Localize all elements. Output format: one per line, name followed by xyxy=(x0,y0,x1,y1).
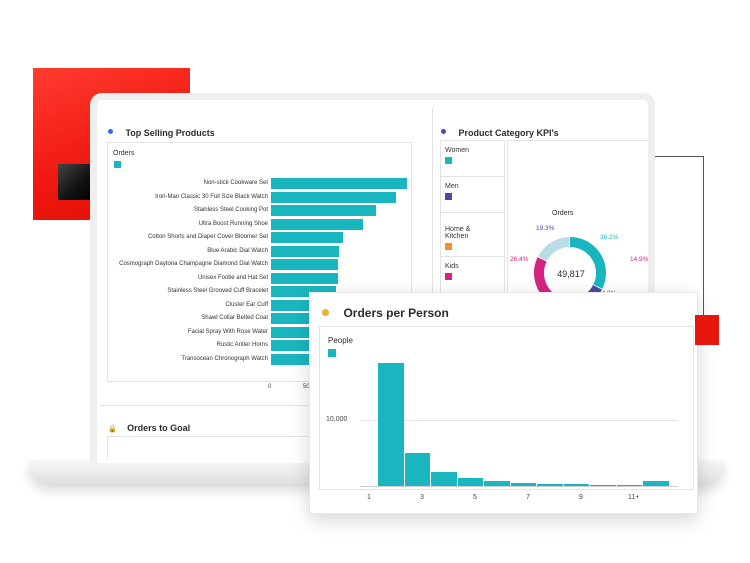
legend-label: Orders xyxy=(113,150,135,157)
bar-label: Shawl Collar Belted Coat xyxy=(201,315,268,321)
bar-label: Cotton Shorts and Diaper Cover Bloomer S… xyxy=(147,234,268,240)
donut-title: Orders xyxy=(552,210,574,217)
bar-label: Stainless Steel Grooved Cuff Bracelet xyxy=(167,288,268,294)
donut-slice-label: 26.4% xyxy=(510,256,529,263)
opp-header: Orders per Person xyxy=(322,304,449,322)
legend-label: People xyxy=(328,336,353,345)
bar[interactable] xyxy=(271,353,334,365)
panel-dot-icon xyxy=(108,129,113,135)
bar[interactable] xyxy=(271,232,344,243)
histogram-bar[interactable] xyxy=(616,484,642,486)
bar-label: Cosmograph Daytona Champagne Diamond Dia… xyxy=(119,261,268,267)
histogram-bar[interactable] xyxy=(643,481,669,486)
bar-label: Cluster Ear Cuff xyxy=(225,301,268,308)
top-selling-title: Top Selling Products xyxy=(125,128,215,138)
x-tick: 9 xyxy=(579,494,583,501)
top-selling-header: Top Selling Products xyxy=(108,123,215,141)
orders-goal-title: Orders to Goal xyxy=(127,423,191,433)
panel-dot-icon xyxy=(322,309,329,317)
x-tick: 3 xyxy=(420,494,424,501)
bar-label: Facial Spray With Rose Water xyxy=(187,328,268,335)
category-swatch xyxy=(445,157,452,164)
category-list: Women Men Home & Kitchen Kids xyxy=(440,140,505,302)
histogram-bar[interactable] xyxy=(457,478,483,486)
top-selling-chart-box: Orders Non-stick Cookware Set Iron-Man Cl… xyxy=(107,142,412,382)
bar[interactable] xyxy=(271,286,337,297)
category-item-kids[interactable]: Kids xyxy=(441,257,504,297)
bar-label: Iron-Man Classic 30 Full Size Black Watc… xyxy=(155,193,268,200)
category-swatch xyxy=(445,243,452,250)
legend-swatch xyxy=(114,161,121,168)
donut-slice-label: 14.9% xyxy=(630,256,649,263)
donut-slice[interactable] xyxy=(569,237,606,289)
bar[interactable] xyxy=(271,313,334,324)
orders-goal-header: 🔒 Orders to Goal xyxy=(108,418,190,436)
donut-slice[interactable] xyxy=(538,237,570,262)
bar-label: Ultra Boost Running Shoe xyxy=(198,220,268,227)
category-label: Women xyxy=(445,147,469,154)
x-tick: 11+ xyxy=(628,494,640,501)
legend-swatch xyxy=(328,349,336,357)
panel-divider xyxy=(432,108,433,408)
x-tick-1: 50 xyxy=(303,384,310,390)
category-swatch xyxy=(445,193,452,200)
bar-label: Blue Arabic Dial Watch xyxy=(207,247,268,254)
bar[interactable] xyxy=(271,218,364,230)
bar[interactable] xyxy=(271,326,334,338)
category-item-home-kitchen[interactable]: Home & Kitchen xyxy=(441,213,504,257)
bar[interactable] xyxy=(271,259,338,270)
category-label: Home & Kitchen xyxy=(445,226,471,240)
opp-title: Orders per Person xyxy=(343,305,449,320)
kpi-title: Product Category KPI's xyxy=(458,128,559,138)
histogram-bar[interactable] xyxy=(404,453,430,486)
x-tick: 7 xyxy=(526,494,530,501)
histogram-bar[interactable] xyxy=(563,484,589,486)
histogram-x-ticks: 1 3 5 7 9 11+ xyxy=(367,494,669,506)
kpi-header: Product Category KPI's xyxy=(441,123,559,141)
bar[interactable] xyxy=(271,340,334,351)
bar[interactable] xyxy=(271,245,339,257)
histogram-bar[interactable] xyxy=(537,484,563,486)
category-swatch xyxy=(445,273,452,280)
panel-dot-icon xyxy=(441,129,446,135)
category-label: Kids xyxy=(445,263,459,270)
top-selling-panel: Top Selling Products Orders Non-stick Co… xyxy=(97,100,425,400)
category-item-men[interactable]: Men xyxy=(441,177,504,213)
bar[interactable] xyxy=(271,191,397,203)
brand-black-square xyxy=(58,164,92,200)
category-label: Men xyxy=(445,183,459,190)
bar-label: Rustic Antler Horns xyxy=(216,342,268,348)
donut-slice-label: 19.3% xyxy=(536,225,555,232)
x-tick-0: 0 xyxy=(268,384,272,390)
x-tick: 1 xyxy=(367,494,371,501)
category-item-women[interactable]: Women xyxy=(441,141,504,177)
histogram-bar[interactable] xyxy=(484,481,510,486)
bar[interactable] xyxy=(271,299,335,311)
orders-per-person-card: Orders per Person People 10,000 1 3 5 7 9 11+ xyxy=(309,292,698,514)
histogram-bar[interactable] xyxy=(378,363,404,486)
bar-label: Non-stick Cookware Set xyxy=(203,180,268,186)
bar-label: Transocean Chronograph Watch xyxy=(181,355,268,362)
histogram-chart xyxy=(370,363,669,486)
bar-label: Unisex Footie and Hat Set xyxy=(197,274,268,281)
brand-red-square xyxy=(695,315,719,345)
bar-label: Stainless Steel Cooking Pot xyxy=(193,207,268,213)
bar[interactable] xyxy=(271,178,407,189)
lock-icon: 🔒 xyxy=(108,426,117,433)
connector-line xyxy=(655,156,704,325)
gridline xyxy=(360,420,678,421)
histogram-bar[interactable] xyxy=(510,483,536,486)
histogram-bar[interactable] xyxy=(590,484,616,486)
x-axis-line xyxy=(360,486,678,487)
donut-slice-label: 36.2% xyxy=(600,234,619,241)
histogram-bar[interactable] xyxy=(431,471,457,486)
bar[interactable] xyxy=(271,272,338,284)
donut-total: 49,817 xyxy=(557,269,585,279)
x-tick: 5 xyxy=(473,494,477,501)
y-tick-10000: 10,000 xyxy=(326,416,348,423)
opp-chart-box: People 10,000 xyxy=(319,326,694,490)
bar[interactable] xyxy=(271,205,376,216)
section-divider xyxy=(100,405,420,406)
donut-box: Orders 36.2%14.2%14.9%26.4%19.3% 49,817 xyxy=(507,140,649,302)
